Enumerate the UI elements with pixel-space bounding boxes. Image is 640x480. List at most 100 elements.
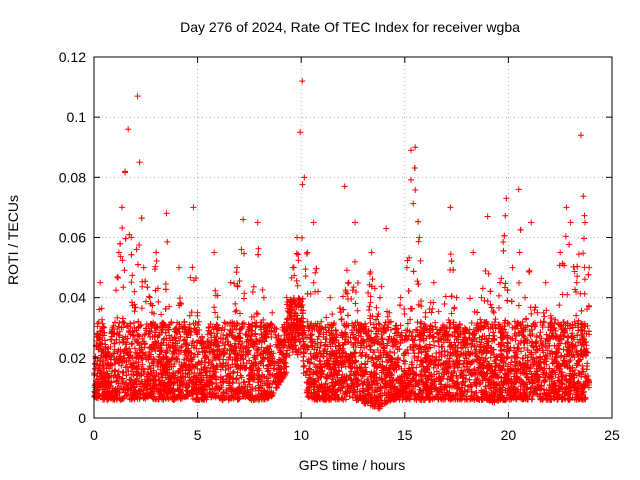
data-point [518,327,525,334]
data-point [383,351,390,358]
data-point [520,380,527,387]
data-point [145,356,152,363]
data-point [240,356,247,363]
data-point [335,367,342,374]
data-point [301,362,308,369]
data-point [310,279,317,286]
data-point [565,348,572,355]
data-point [227,328,234,335]
data-point [424,348,431,355]
data-point [580,193,587,200]
data-point [236,380,243,387]
data-point [121,267,128,274]
data-point [343,267,350,274]
data-point [252,323,259,330]
data-point [215,325,222,332]
data-point [149,360,156,367]
data-point [465,358,472,365]
data-point [233,350,240,357]
data-point [312,269,319,276]
data-point [518,379,525,386]
data-point [377,349,384,356]
data-point [212,309,219,316]
data-point [448,310,455,317]
data-point [178,343,185,350]
data-point [99,316,106,323]
data-point [340,293,347,300]
data-point [232,340,239,347]
data-point [369,276,376,283]
data-point [320,353,327,360]
data-point [579,362,586,369]
data-point [527,363,534,370]
data-point [581,212,588,219]
data-point [131,336,138,343]
data-point [155,298,162,305]
data-point [110,350,117,357]
data-point [532,323,539,330]
data-point [584,360,591,367]
data-point [404,320,411,327]
data-point [166,303,173,310]
data-point [393,322,400,329]
data-point [580,366,587,373]
data-point [209,357,216,364]
data-point [457,332,464,339]
data-point [515,341,522,348]
data-point [119,224,126,231]
data-point [303,250,310,257]
data-point [541,387,548,394]
data-point [404,346,411,353]
data-point [386,309,393,316]
data-point [571,268,578,275]
data-point [169,370,176,377]
data-point [539,322,546,329]
data-point [225,365,232,372]
data-point [231,280,238,287]
data-point [529,339,536,346]
data-point [302,273,309,280]
data-point [93,372,100,379]
data-point [353,289,360,296]
data-point [458,381,465,388]
data-point [116,339,123,346]
data-point [132,349,139,356]
data-point [155,388,162,395]
data-point [140,349,147,356]
data-point [308,342,315,349]
data-point [408,176,415,183]
data-point [519,355,526,362]
data-point [496,292,503,299]
data-point [352,349,359,356]
data-point [365,307,372,314]
data-point [485,270,492,277]
data-point [415,382,422,389]
data-point [209,323,216,330]
data-point [515,302,522,309]
data-point [536,333,543,340]
data-point [354,307,361,314]
data-point [441,365,448,372]
data-point [426,306,433,313]
data-point [362,364,369,371]
data-point [358,333,365,340]
data-point [99,320,106,327]
data-point [164,238,171,245]
data-point [541,378,548,385]
data-point [326,373,333,380]
data-point [573,312,580,319]
data-point [527,331,534,338]
data-point [141,369,148,376]
data-point [581,235,588,242]
data-point [443,358,450,365]
data-point [568,341,575,348]
data-point [411,353,418,360]
data-point [374,333,381,340]
data-point [133,246,140,253]
data-point [185,367,192,374]
data-point [114,274,121,281]
data-point [299,181,306,188]
data-point [128,279,135,286]
data-point [120,284,127,291]
